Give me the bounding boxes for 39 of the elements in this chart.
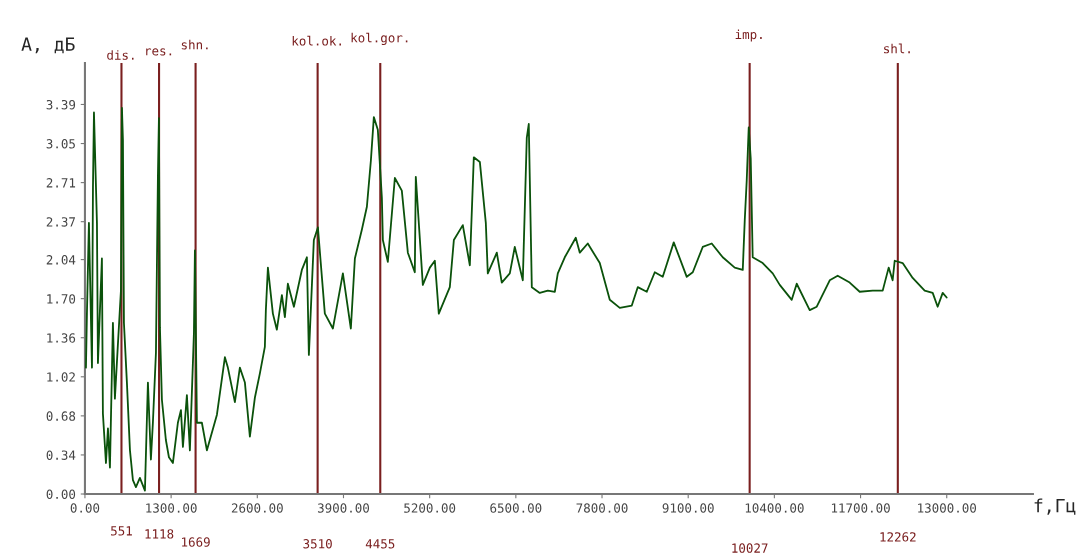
y-axis-title: А, дБ xyxy=(21,37,75,54)
y-tick-label: 1.36 xyxy=(47,333,76,343)
x-axis-title: f,Гц xyxy=(1034,498,1076,515)
ref-line-label: kol.ok. xyxy=(292,35,341,46)
x-tick-label: 6500.00 xyxy=(490,503,542,513)
text: 12262 xyxy=(880,532,916,542)
x-tick-label: 13000.00 xyxy=(918,503,977,513)
x-tick-label: 5200.00 xyxy=(404,503,456,513)
text: 1118 xyxy=(145,529,174,539)
ref-line-label: imp. xyxy=(735,29,762,42)
ref-line-label: shn. xyxy=(181,39,208,50)
y-tick-label: 0.68 xyxy=(46,411,76,421)
y-tick-label: 2.04 xyxy=(46,255,76,265)
y-tick-label: 2.71 xyxy=(46,178,76,188)
x-tick-label: 3900.00 xyxy=(317,503,370,513)
text: 3510 xyxy=(303,539,332,549)
text: 1669 xyxy=(182,537,210,547)
x-tick-label: 0.00 xyxy=(70,503,100,513)
y-tick-label: 1.02 xyxy=(47,372,75,382)
ref-line-label: res. xyxy=(146,48,172,56)
text: 10027 xyxy=(732,543,768,553)
y-tick-label: 1.70 xyxy=(47,294,76,304)
text: 551 xyxy=(111,526,132,536)
x-tick-label: 1300.00 xyxy=(146,503,197,513)
y-tick-label: 0.34 xyxy=(46,450,76,460)
y-tick-label: 3.05 xyxy=(46,139,75,149)
ref-line-label: dis. xyxy=(107,50,134,60)
x-tick-label: 7800.00 xyxy=(576,503,628,513)
text: 4455 xyxy=(365,539,395,549)
line-series xyxy=(85,107,948,492)
y-tick-label: 2.37 xyxy=(46,217,75,227)
x-tick-label: 9100.00 xyxy=(662,503,714,513)
y-tick-label: 3.39 xyxy=(46,99,76,110)
ref-line-label: kol.gor. xyxy=(351,32,408,46)
x-tick-label: 11700.00 xyxy=(831,503,890,513)
ref-line-label: shl. xyxy=(884,43,910,54)
x-tick-label: 2600.00 xyxy=(231,503,283,513)
x-tick-label: 10400.00 xyxy=(745,503,804,513)
y-tick-label: 0.00 xyxy=(46,489,76,499)
